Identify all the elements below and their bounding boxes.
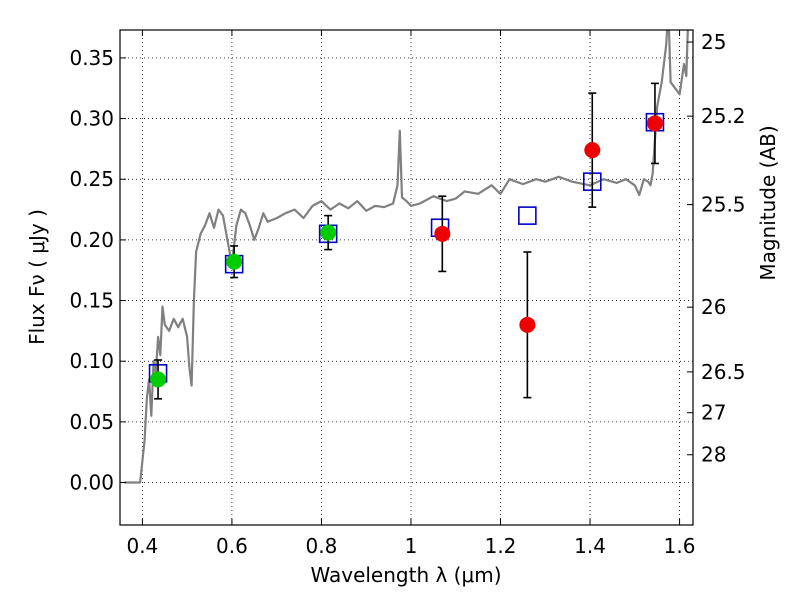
right-tick-label: 28 [701, 443, 726, 467]
x-tick-label: 1.6 [664, 534, 696, 558]
right-tick-label: 27 [701, 401, 726, 425]
model-point-square [518, 206, 537, 225]
y-tick-label: 0.10 [69, 349, 114, 373]
red-point [519, 316, 536, 333]
y-tick-label: 0.30 [69, 107, 114, 131]
x-tick-label: 0.8 [306, 534, 338, 558]
red-point [434, 225, 451, 242]
x-tick-label: 1.4 [574, 534, 606, 558]
x-tick-label: 1 [405, 534, 418, 558]
x-axis-title: Wavelength λ (μm) [310, 563, 501, 587]
observed-points-layer [150, 115, 663, 388]
y-tick-label: 0.35 [69, 46, 114, 70]
model-sed-layer [124, 30, 689, 484]
right-tick-label: 25.5 [701, 193, 746, 217]
right-tick-label: 25.2 [701, 104, 746, 128]
y-tick-label: 0.25 [69, 167, 114, 191]
y-axis-right-title: Magnitude (AB) [756, 125, 780, 280]
green-point [150, 371, 167, 388]
right-tick-label: 25 [701, 30, 726, 54]
grid-lines [120, 30, 693, 525]
y-tick-label: 0.05 [69, 410, 114, 434]
right-tick-label: 26 [701, 295, 726, 319]
x-tick-label: 0.6 [216, 534, 248, 558]
model-sed-line [124, 30, 689, 484]
y-tick-label: 0.00 [69, 471, 114, 495]
ticks: 0.4 0.6 0.8 1 1.2 1.4 1.6 0.00 0.05 0.10 0.15 0.20 0… [69, 30, 746, 558]
y-tick-label: 0.15 [69, 289, 114, 313]
plot-border [119, 29, 694, 526]
red-point [584, 142, 601, 159]
green-point [320, 224, 337, 241]
plot-frame [119, 29, 694, 526]
right-tick-label: 26.5 [701, 360, 746, 384]
x-tick-label: 0.4 [126, 534, 158, 558]
red-point [646, 115, 663, 132]
green-point [226, 253, 243, 270]
x-tick-label: 1.2 [485, 534, 517, 558]
y-axis-title: Flux Fν ( μJy ) [25, 209, 49, 345]
y-tick-label: 0.20 [69, 228, 114, 252]
